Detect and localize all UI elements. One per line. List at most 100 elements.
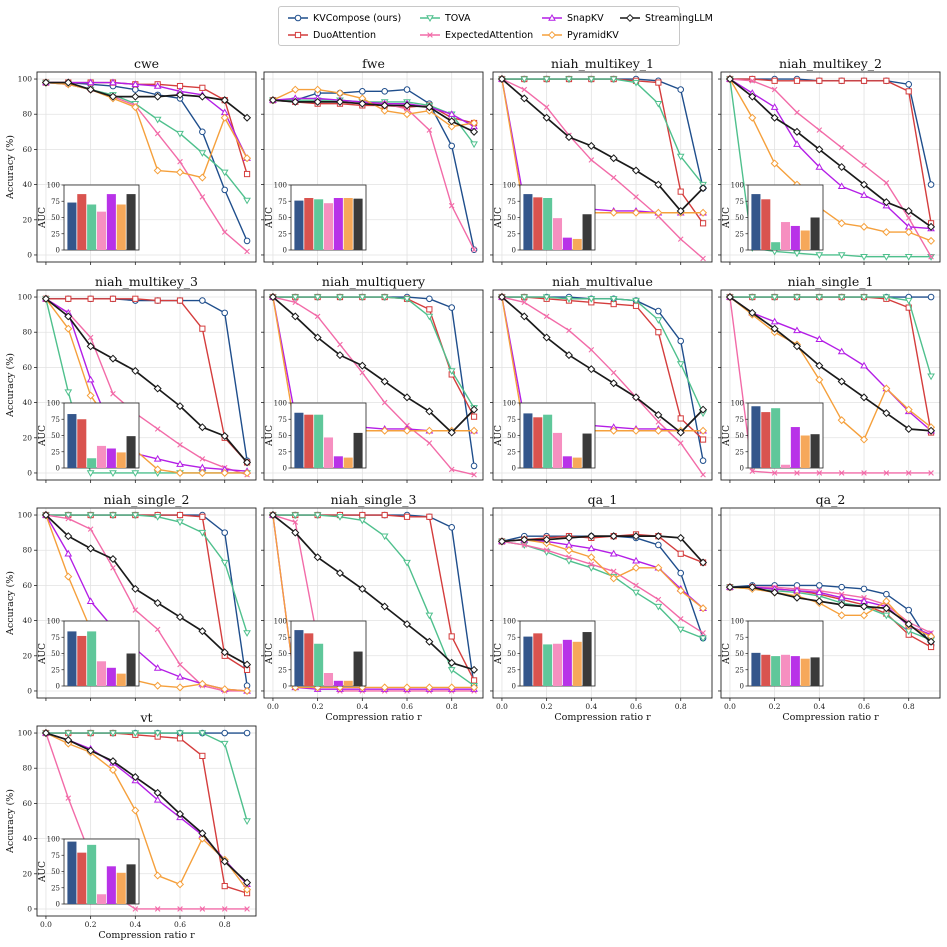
point-str: [243, 113, 252, 122]
inset-tick-label: 0: [56, 901, 60, 909]
point-pyr: [882, 228, 891, 237]
inset-tick-label: 75: [507, 634, 516, 642]
inset-tick-label: 75: [735, 198, 744, 206]
point-str: [41, 78, 50, 87]
point-pyr: [153, 871, 162, 880]
point-tova: [109, 470, 117, 477]
series-line-str: [45, 732, 248, 884]
point-pyr: [699, 604, 708, 613]
panel-title: niah_single_2: [104, 492, 190, 507]
point-duo: [655, 329, 662, 336]
x-axis-label: Compression ratio r: [325, 712, 422, 723]
inset-tick-label: 50: [51, 432, 60, 440]
auc-bar-tova: [87, 458, 97, 468]
legend-entry-pyr: PyramidKV: [541, 27, 619, 43]
point-tova: [565, 296, 573, 303]
series-line-pyr: [729, 586, 932, 638]
y-tick-label: 80: [22, 764, 32, 773]
auc-bar-snap: [562, 237, 572, 250]
point-exp: [110, 391, 116, 397]
panel-title: niah_multivalue: [552, 274, 653, 289]
auc-bar-duo: [761, 412, 771, 468]
point-duo: [749, 75, 756, 83]
inset-tick-label: 25: [51, 666, 60, 674]
point-tova: [815, 252, 824, 259]
point-exp: [816, 470, 823, 476]
point-pyr: [403, 426, 412, 435]
point-tova: [86, 730, 95, 738]
x-tick-label: 0.0: [496, 702, 508, 711]
auc-bar-kv: [67, 414, 77, 468]
point-str: [654, 180, 663, 189]
point-str: [904, 424, 913, 433]
point-str: [904, 206, 913, 215]
point-exp: [292, 299, 299, 306]
inset-tick-label: 25: [507, 230, 516, 238]
point-str: [564, 533, 573, 542]
series-line-kv: [729, 78, 932, 185]
point-kv: [359, 88, 366, 95]
auc-bar-str: [126, 194, 136, 250]
x-tick-label: 0.4: [129, 920, 141, 929]
point-str: [699, 405, 708, 414]
inset-ylabel: AUC: [265, 643, 275, 665]
panel-title: niah_multikey_1: [551, 56, 654, 71]
point-snap: [109, 78, 117, 86]
point-tova: [220, 740, 229, 748]
point-pyr: [176, 880, 185, 889]
panel-qa_2: 0 25 50 75 100 AUC qa_2 0.0 0.2 0.4 0.6 0.8 Compress…: [718, 492, 941, 723]
point-pyr: [380, 683, 389, 692]
auc-bar-duo: [77, 852, 87, 904]
point-pyr: [447, 122, 456, 131]
point-pyr: [927, 236, 936, 245]
point-str: [837, 377, 846, 386]
point-str: [268, 293, 277, 302]
point-str: [64, 736, 73, 745]
auc-bar-str: [582, 433, 592, 468]
auc-bar-str: [126, 864, 136, 904]
point-str: [725, 583, 734, 592]
x-tick-label: 0.6: [630, 702, 642, 711]
x-tick-label: 0.6: [401, 702, 413, 711]
series-line-duo: [501, 296, 704, 441]
auc-bar-snap: [562, 639, 572, 686]
point-duo: [699, 220, 707, 227]
point-tova: [86, 470, 95, 477]
series-line-snap: [45, 81, 248, 159]
series-line-exp: [45, 514, 248, 692]
point-str: [837, 162, 846, 172]
y-tick-label: 20: [22, 869, 32, 878]
inset-tick-label: 75: [278, 634, 287, 642]
point-pyr: [131, 103, 140, 112]
point-snap: [815, 335, 824, 342]
inset-tick-label: 0: [512, 683, 516, 691]
point-exp: [566, 327, 572, 334]
inset-tick-label: 100: [47, 836, 60, 844]
point-str: [220, 432, 229, 441]
legend-label-kv: KVCompose (ours): [313, 12, 402, 24]
inset-tick-label: 25: [735, 230, 744, 238]
point-str: [425, 103, 434, 112]
point-tova: [243, 630, 251, 637]
point-duo: [793, 77, 801, 84]
inset-tick-label: 100: [731, 182, 744, 190]
point-pyr: [403, 683, 412, 692]
x-tick-label: 0.8: [219, 920, 231, 929]
point-duo: [176, 297, 184, 304]
point-str: [131, 584, 140, 593]
point-str: [542, 333, 551, 342]
point-str: [108, 757, 117, 766]
inset-ylabel: AUC: [38, 425, 48, 447]
point-tova: [64, 730, 73, 738]
inset-tick-label: 0: [740, 247, 744, 255]
series-line-str: [45, 81, 248, 119]
point-exp: [610, 369, 617, 376]
legend-marker-str: [625, 13, 635, 23]
series-line-snap: [729, 78, 932, 230]
auc-bar-kv: [751, 406, 761, 468]
y-tick-label: 80: [22, 546, 32, 555]
inset-tick-label: 75: [51, 198, 60, 206]
point-kv: [677, 569, 685, 577]
auc-bar-pyr: [116, 452, 126, 468]
point-tova: [336, 294, 344, 302]
